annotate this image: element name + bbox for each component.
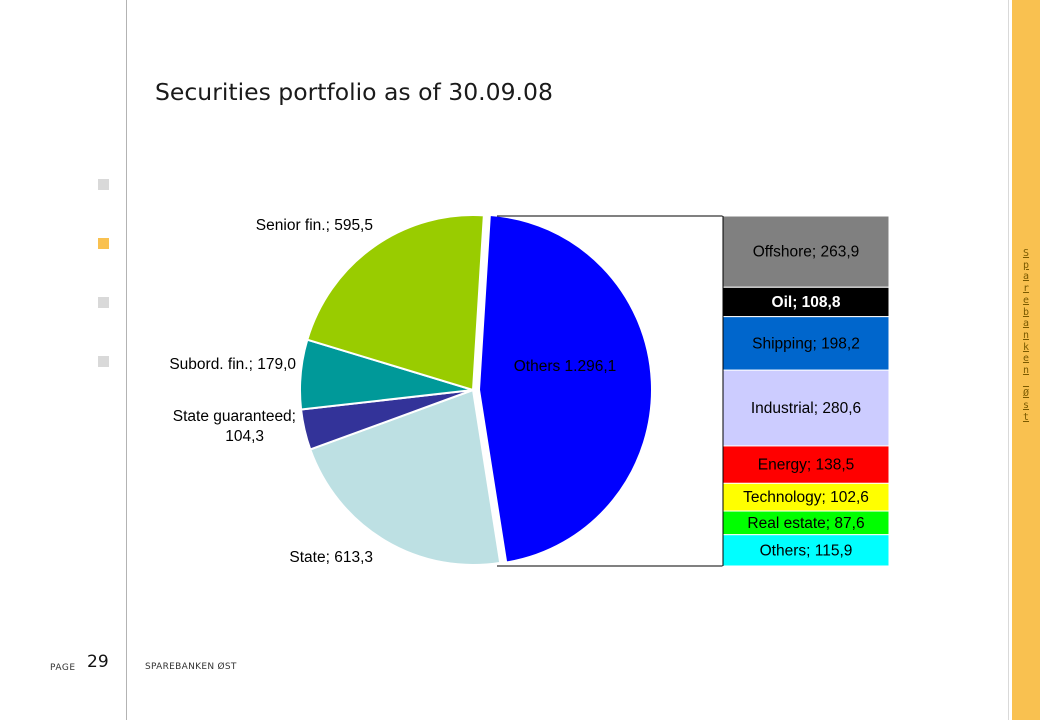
pie-label-state: State; 613,3 [289,549,373,566]
bar-label-others: Others; 115,9 [760,542,853,559]
nav-bullet [98,179,109,190]
bar-label-technology: Technology; 102,6 [743,489,869,506]
footer-brand: SPAREBANKEN ØST [145,662,237,672]
bar-label-real-estate: Real estate; 87,6 [747,515,864,532]
bar-segment-oil [722,286,890,318]
pie-label-state-guaranteed: State guaranteed; 104,3 [173,408,296,445]
pie-labels: Others 1.296,1 State; 613,3 State guarante… [169,217,616,566]
brand-sidebar [1012,0,1040,720]
page-label: PAGE [50,663,76,673]
pie-slice-state [309,388,502,566]
nav-bullet [98,297,109,308]
bar-segment-shipping [722,316,890,371]
pie-label-senior-fin: Senior fin.; 595,5 [256,217,373,234]
left-divider [126,0,127,720]
nav-bullet [98,356,109,367]
bar-segment-technology [722,482,890,512]
pie-label-others: Others 1.296,1 [514,358,617,375]
bar-segment-energy [722,445,890,484]
bar-label-oil: Oil; 108,8 [772,294,841,311]
bar-segment-industrial [722,369,890,447]
stacked-bar: Offshore; 263,9 Oil; 108,8 Shipping; 198,2… [722,215,890,567]
bar-label-offshore: Offshore; 263,9 [753,244,860,261]
bar-label-energy: Energy; 138,5 [758,457,855,474]
nav-bullet-active [98,238,109,249]
bar-label-shipping: Shipping; 198,2 [752,335,860,352]
bar-label-industrial: Industrial; 280,6 [751,400,861,417]
pie-slice-senior-fin [306,214,485,392]
pie-slice-others [477,213,653,564]
bar-segment-offshore [722,215,890,288]
page-title: Securities portfolio as of 30.09.08 [155,78,553,106]
right-divider [1008,0,1009,720]
page-number: 29 [87,652,109,672]
pie-label-subord-fin: Subord. fin.; 179,0 [169,356,296,373]
pie-chart [299,213,653,566]
